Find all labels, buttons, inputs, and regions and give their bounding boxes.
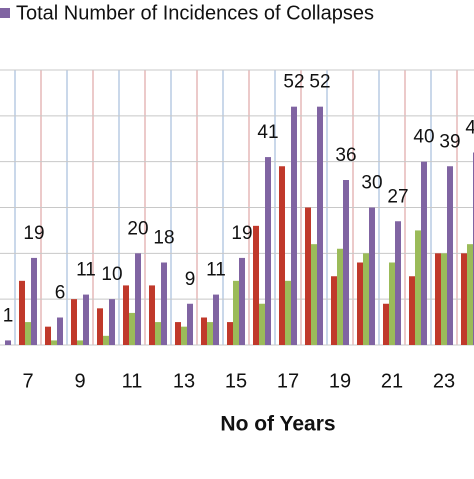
value-label: 52 [283,72,304,93]
bar [265,157,271,345]
bar [227,322,233,345]
bar [331,276,337,345]
x-tick-label: 15 [225,370,247,392]
bar [109,299,115,345]
value-label: 19 [231,223,252,244]
value-label: 27 [387,186,408,207]
value-label: 11 [206,260,226,281]
bar [389,262,395,345]
x-tick-label: 13 [173,370,195,392]
bar [415,230,421,345]
bar [181,326,187,345]
value-label: 36 [335,145,356,166]
bar [441,253,447,345]
bar [45,326,51,345]
bar [201,317,207,345]
x-tick-label: 17 [277,370,299,392]
bar [421,161,427,345]
bar [77,340,83,345]
bar [317,106,323,346]
value-label: 20 [127,218,148,239]
bar [103,335,109,345]
bar [233,280,239,345]
bar [285,280,291,345]
bar [135,253,141,345]
bar [435,253,441,345]
bar [83,294,89,345]
value-label: 18 [153,228,174,249]
bar [31,257,37,345]
bar [259,303,265,345]
value-label: 6 [55,283,66,304]
value-label: 41 [257,122,278,143]
bar [461,253,467,345]
value-label: 11 [76,260,96,281]
bar [383,303,389,345]
bar [343,180,349,345]
bar [305,207,311,345]
bar [409,276,415,345]
legend-label: Total Number of Incidences of Collapses [16,2,374,24]
bar [5,340,11,345]
bar [369,207,375,345]
bar [395,221,401,345]
bar [19,280,25,345]
bar [279,166,285,345]
value-label: 30 [361,173,382,194]
bar [207,322,213,345]
value-label: 40 [413,127,434,148]
value-label: 42 [465,118,474,139]
bar [187,303,193,345]
x-tick-label: 21 [381,370,403,392]
bar [357,262,363,345]
bar [123,285,129,345]
bar [129,312,135,345]
bar [467,244,473,345]
value-label: 39 [439,131,460,152]
bar [363,253,369,345]
bar [311,244,317,345]
bar [175,322,181,345]
bar [337,248,343,345]
value-label: 52 [309,72,330,93]
bar [291,106,297,346]
bar [253,225,259,345]
bar [155,322,161,345]
value-label: 10 [101,264,122,285]
bar [51,340,57,345]
bar [97,308,103,345]
x-tick-label: 19 [329,370,351,392]
x-tick-label: 7 [22,370,33,392]
x-tick-label: 23 [433,370,455,392]
x-tick-label: 11 [122,370,143,392]
bar [71,299,77,345]
value-label: 9 [185,269,196,290]
bar [25,322,31,345]
x-axis-title: No of Years [220,413,335,436]
x-tick-label: 9 [74,370,85,392]
bar [161,262,167,345]
value-label: 19 [23,223,44,244]
value-label: 1 [3,305,14,326]
legend-swatch [0,8,10,18]
bar [57,317,63,345]
bar [239,257,245,345]
bar [149,285,155,345]
bar [213,294,219,345]
bar [447,166,453,345]
